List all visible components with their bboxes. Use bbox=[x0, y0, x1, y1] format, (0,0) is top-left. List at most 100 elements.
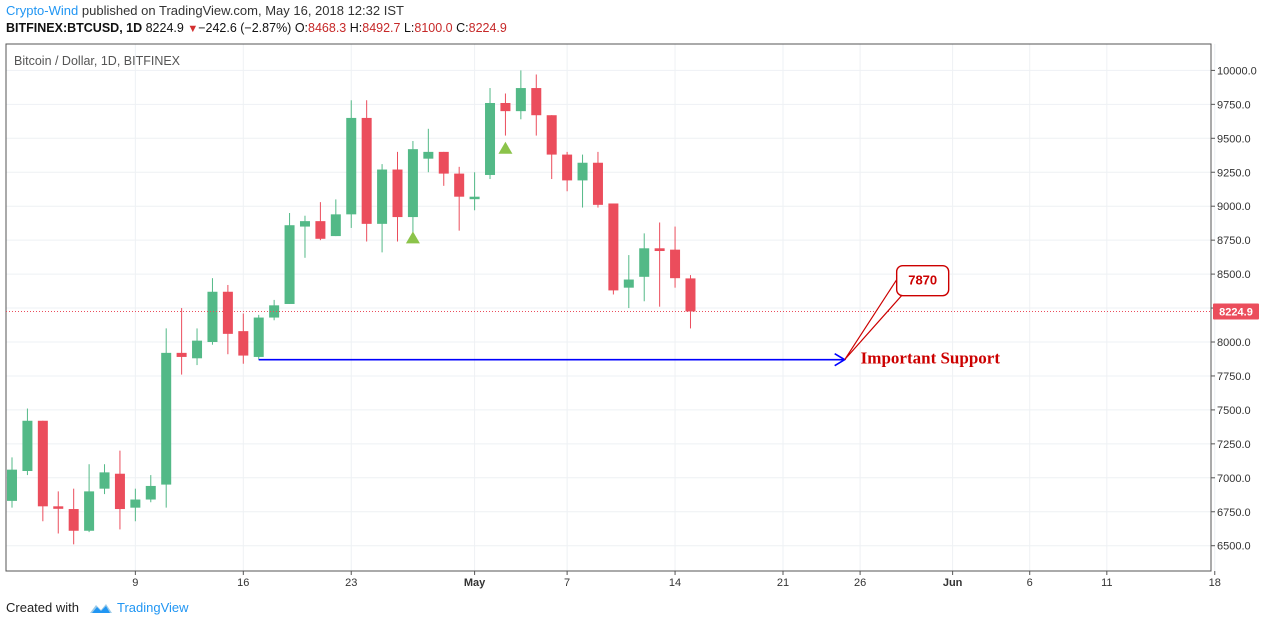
candle bbox=[654, 222, 665, 307]
candle bbox=[114, 450, 125, 530]
buy-arrow-marker bbox=[498, 141, 513, 154]
candle bbox=[346, 100, 357, 228]
x-tick-label: 7 bbox=[564, 577, 570, 589]
y-tick-label: 7500.0 bbox=[1217, 405, 1251, 417]
y-tick-label: 9250.0 bbox=[1217, 167, 1251, 179]
footer: Created with TradingView bbox=[6, 600, 189, 615]
candle bbox=[608, 203, 619, 295]
high-label: H: bbox=[349, 21, 363, 35]
candle bbox=[670, 226, 681, 288]
candle-body bbox=[454, 173, 465, 197]
candle-body bbox=[423, 151, 434, 159]
candle-body bbox=[438, 151, 449, 174]
current-price-tag bbox=[1213, 303, 1259, 320]
candle bbox=[130, 488, 141, 522]
candle-body bbox=[623, 279, 634, 288]
candle-body bbox=[37, 420, 48, 507]
candle-body bbox=[145, 485, 156, 500]
publish-info: Crypto-Wind published on TradingView.com… bbox=[6, 3, 404, 18]
candle-body bbox=[269, 305, 280, 318]
x-tick-label: May bbox=[464, 577, 486, 589]
candle-body bbox=[330, 214, 341, 237]
x-tick-label: 16 bbox=[237, 577, 249, 589]
candle bbox=[438, 151, 449, 186]
candle-body bbox=[284, 225, 295, 304]
candle bbox=[7, 457, 17, 508]
author-link[interactable]: Crypto-Wind bbox=[6, 3, 79, 18]
candle-body bbox=[238, 331, 249, 356]
support-label: Important Support bbox=[861, 349, 1001, 368]
symbol-info: BITFINEX:BTCUSD, 1D 8224.9 ▼−242.6 (−2.8… bbox=[6, 21, 507, 35]
plot-border bbox=[5, 43, 1212, 572]
signal-markers bbox=[405, 141, 513, 244]
candle bbox=[269, 299, 280, 321]
x-tick-label: 6 bbox=[1027, 577, 1033, 589]
open-value: 8468.3 bbox=[308, 21, 347, 35]
candle bbox=[222, 284, 233, 355]
candle-body bbox=[207, 291, 218, 342]
x-tick-label: 23 bbox=[345, 577, 357, 589]
candle-body bbox=[99, 472, 110, 489]
tradingview-link[interactable]: TradingView bbox=[116, 600, 189, 615]
close-label: C: bbox=[456, 21, 469, 35]
x-tick-label: 26 bbox=[854, 577, 866, 589]
y-tick-label: 6500.0 bbox=[1217, 541, 1251, 553]
y-tick-label: 9000.0 bbox=[1217, 201, 1251, 213]
y-tick-label: 9750.0 bbox=[1217, 99, 1251, 111]
candle-body bbox=[377, 169, 388, 224]
candle bbox=[377, 164, 388, 253]
callout-label: 7870 bbox=[908, 273, 937, 288]
x-tick-label: 14 bbox=[669, 577, 681, 589]
y-tick-label: 6750.0 bbox=[1217, 507, 1251, 519]
y-tick-label: 9500.0 bbox=[1217, 133, 1251, 145]
x-tick-label: 21 bbox=[777, 577, 789, 589]
candle-body bbox=[515, 88, 526, 112]
x-tick-label: 11 bbox=[1101, 577, 1112, 589]
candle-body bbox=[346, 117, 357, 215]
candle bbox=[623, 255, 634, 309]
candle bbox=[284, 212, 295, 304]
candle bbox=[500, 93, 511, 136]
candle-body bbox=[500, 102, 511, 112]
candle bbox=[53, 491, 64, 534]
candle bbox=[485, 88, 496, 180]
low-value: 8100.0 bbox=[414, 21, 453, 35]
candles bbox=[7, 70, 696, 545]
high-value: 8492.7 bbox=[362, 21, 401, 35]
candle-body bbox=[392, 169, 403, 218]
low-label: L: bbox=[403, 21, 415, 35]
candle bbox=[84, 464, 95, 533]
y-tick-label: 7750.0 bbox=[1217, 371, 1251, 383]
candle-body bbox=[176, 352, 187, 357]
y-tick-label: 8000.0 bbox=[1217, 337, 1251, 349]
chart-grid bbox=[6, 44, 1216, 571]
candle bbox=[330, 199, 341, 237]
y-tick-label: 7250.0 bbox=[1217, 439, 1251, 451]
candle-body bbox=[114, 473, 125, 510]
candle-body bbox=[253, 317, 264, 357]
candle bbox=[454, 166, 465, 231]
callout-joint bbox=[898, 277, 915, 292]
candle-body bbox=[562, 154, 573, 181]
candle bbox=[423, 128, 434, 173]
candle bbox=[407, 141, 418, 235]
candle-body bbox=[670, 249, 681, 279]
candle bbox=[145, 475, 156, 503]
candle bbox=[68, 488, 79, 545]
candle bbox=[37, 420, 48, 522]
symbol-label: BITFINEX:BTCUSD, 1D bbox=[6, 21, 143, 35]
open-label: O: bbox=[294, 21, 309, 35]
price-change: −242.6 (−2.87%) bbox=[198, 21, 292, 35]
candle-body bbox=[68, 509, 79, 531]
candle bbox=[546, 115, 557, 180]
last-price: 8224.9 bbox=[145, 21, 184, 35]
candle-body bbox=[361, 117, 372, 224]
candle-body bbox=[639, 248, 650, 277]
price-axis: 6500.0 6750.0 7000.0 7250.0 7500.0 7750.0 8000… bbox=[1211, 65, 1257, 553]
candle-body bbox=[577, 162, 588, 181]
candle bbox=[99, 464, 110, 495]
candle-body bbox=[299, 221, 310, 227]
chart-title: Bitcoin / Dollar, 1D, BITFINEX bbox=[14, 54, 181, 68]
candle-body bbox=[407, 149, 418, 218]
